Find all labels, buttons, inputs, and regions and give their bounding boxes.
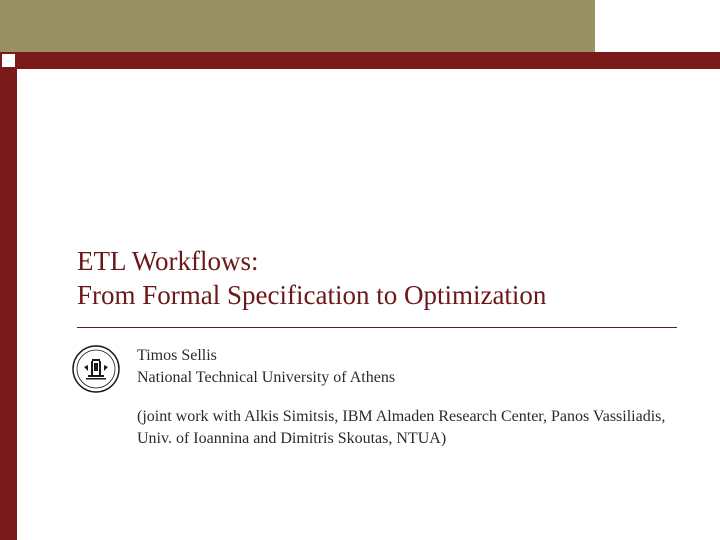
author-name: Timos Sellis — [137, 345, 697, 367]
title-separator — [77, 327, 677, 328]
author-affiliation: National Technical University of Athens — [137, 367, 697, 389]
slide-content: ETL Workflows: From Formal Specification… — [17, 69, 720, 540]
collaboration-text: (joint work with Alkis Simitsis, IBM Alm… — [137, 406, 692, 449]
ntua-seal-icon — [72, 345, 120, 393]
title-line-2: From Formal Specification to Optimizatio… — [77, 280, 546, 310]
slide-title: ETL Workflows: From Formal Specification… — [77, 245, 697, 313]
author-block: Timos Sellis National Technical Universi… — [77, 345, 697, 449]
title-line-1: ETL Workflows: — [77, 246, 259, 276]
maroon-top-bar — [0, 52, 720, 69]
corner-accent-square — [2, 54, 15, 67]
olive-header-bar — [0, 0, 595, 52]
author-text: Timos Sellis National Technical Universi… — [137, 345, 697, 388]
maroon-left-bar — [0, 52, 17, 540]
